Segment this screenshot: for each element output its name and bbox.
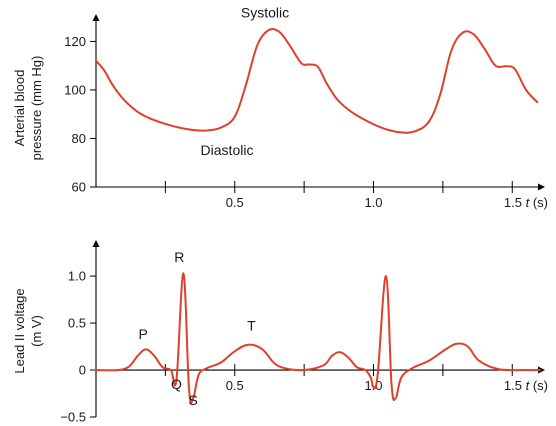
x-axis-label-unit: (s): [529, 195, 548, 210]
x-axis-arrow: [538, 183, 545, 191]
y-tick-label: 1.0: [68, 269, 86, 284]
annotation-label: P: [139, 326, 148, 342]
y-tick-label: 100: [64, 82, 86, 97]
y-tick-label: 60: [72, 180, 86, 195]
y-tick-label: 80: [72, 131, 86, 146]
x-axis-label: 1.5 t (s): [504, 378, 548, 393]
x-tick-label: 1.0: [364, 195, 382, 210]
y-tick-label: 120: [64, 34, 86, 49]
annotation-label: Diastolic: [201, 142, 254, 158]
ecg-chart: Lead II voltage (m V) −0.500.51.00.5 1.0 …: [12, 240, 548, 425]
y-axis-label-line-2: (m V): [29, 315, 44, 347]
annotation-label: T: [247, 318, 256, 334]
y-axis-label-line-2: pressure (mm Hg): [29, 56, 44, 161]
annotation-label: Systolic: [241, 4, 289, 20]
x-tick-label: 0.5: [226, 195, 244, 210]
y-tick-label: 0: [79, 363, 86, 378]
x-axis-label-var: t: [526, 378, 531, 393]
x-axis-label: 1.5 t (s): [504, 195, 548, 210]
annotation-label: R: [174, 249, 184, 265]
y-axis-label-line-1: Arterial blood: [12, 70, 27, 147]
blood-pressure-chart: Arterial blood pressure (mm Hg) 60 80 100 1…: [12, 4, 548, 210]
x-axis-label-number: 1.5: [504, 378, 526, 393]
x-tick-label: 0.5: [226, 378, 244, 393]
annotation-label: Q: [171, 376, 182, 392]
annotation-label: S: [188, 392, 197, 408]
y-tick-label: −0.5: [60, 410, 86, 425]
x-axis-label-number: 1.5: [504, 195, 526, 210]
y-tick-label: 0.5: [68, 316, 86, 331]
series-line: [95, 28, 539, 134]
x-axis-arrow: [538, 366, 545, 374]
y-axis-arrow: [92, 240, 100, 247]
y-axis-label-line-1: Lead II voltage: [12, 288, 27, 373]
x-axis-label-var: t: [526, 195, 531, 210]
y-axis-arrow: [92, 14, 100, 21]
x-axis-label-unit: (s): [529, 378, 548, 393]
series-line: [95, 272, 541, 404]
